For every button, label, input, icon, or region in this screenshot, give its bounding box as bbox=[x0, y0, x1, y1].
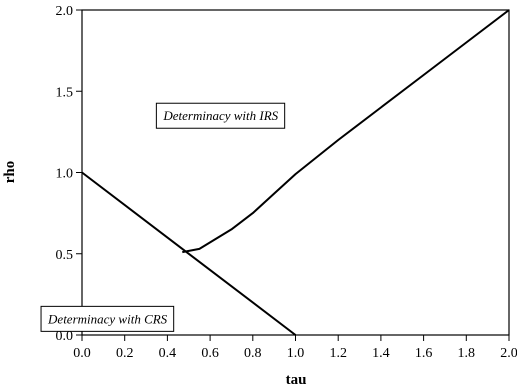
series-line-2 bbox=[182, 9, 510, 254]
annotation-box-2 bbox=[40, 305, 175, 332]
x-tick-label: 0.4 bbox=[159, 346, 177, 361]
y-tick-label: 0.0 bbox=[56, 329, 74, 344]
x-tick-label: 1.0 bbox=[287, 346, 305, 361]
y-tick-label: 0.5 bbox=[56, 248, 74, 263]
annotation-label-2: Determinacy with CRS bbox=[47, 311, 168, 326]
y-tick-label: 2.0 bbox=[56, 4, 74, 19]
y-tick-label: 1.5 bbox=[56, 85, 74, 100]
x-tick-label: 0.8 bbox=[244, 346, 262, 361]
x-tick-label: 1.4 bbox=[372, 346, 390, 361]
x-axis-title: tau bbox=[286, 372, 307, 388]
x-tick-label: 2.0 bbox=[500, 346, 517, 361]
x-tick-label: 0.6 bbox=[201, 346, 219, 361]
series-line-1 bbox=[81, 171, 297, 336]
annotation-label-1: Determinacy with IRS bbox=[162, 108, 278, 123]
x-tick-label: 0.2 bbox=[116, 346, 134, 361]
annotation-box-1 bbox=[155, 102, 286, 129]
x-tick-label: 0.0 bbox=[73, 346, 91, 361]
x-tick-label: 1.8 bbox=[458, 346, 476, 361]
y-axis-title: rho bbox=[2, 161, 18, 184]
x-tick-label: 1.6 bbox=[415, 346, 433, 361]
x-tick-label: 1.2 bbox=[329, 346, 347, 361]
y-tick-label: 1.0 bbox=[56, 167, 74, 182]
